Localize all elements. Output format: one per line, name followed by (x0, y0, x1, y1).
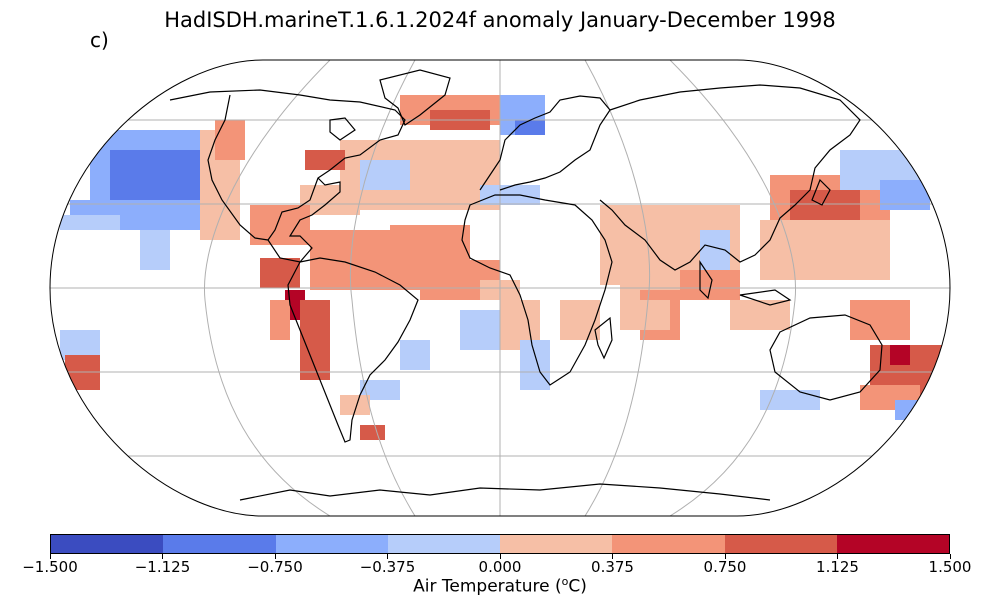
anomaly-cell (60, 215, 120, 230)
anomaly-cell (760, 390, 820, 410)
colorbar-segment (612, 535, 725, 553)
anomaly-cell (360, 425, 385, 440)
anomaly-cell (305, 150, 345, 170)
anomaly-cell (895, 400, 925, 420)
colorbar-tick (612, 554, 613, 559)
colorbar-segment (387, 535, 500, 553)
world-map (49, 59, 951, 517)
colorbar-tick-label: 1.125 (816, 558, 859, 576)
colorbar-tick (49, 554, 51, 559)
colorbar-tick-label: −0.750 (247, 558, 303, 576)
colorbar-segment (275, 535, 388, 553)
anomaly-cell (390, 225, 470, 265)
colorbar-tick (949, 554, 951, 559)
anomaly-cells (60, 95, 950, 440)
anomaly-cell (760, 220, 890, 280)
anomaly-cell (730, 300, 790, 330)
colorbar-tick (274, 554, 276, 559)
colorbar-tick (499, 554, 501, 559)
colorbar (50, 534, 950, 554)
anomaly-cell (215, 120, 245, 160)
anomaly-cell (360, 160, 410, 190)
colorbar-title-prefix: Air Temperature ( (413, 576, 562, 597)
colorbar-title: Air Temperature (oC) (0, 575, 1000, 597)
colorbar-tick-label: −1.125 (134, 558, 191, 576)
anomaly-cell (520, 340, 550, 390)
colorbar-segment (163, 535, 276, 553)
anomaly-cell (560, 300, 600, 340)
panel-label: c) (90, 28, 109, 52)
colorbar-segment (836, 535, 949, 553)
anomaly-cell (850, 300, 910, 340)
colorbar-tick (724, 554, 726, 559)
anomaly-cell (270, 300, 290, 340)
colorbar-ticks (0, 554, 1000, 564)
colorbar-tick (837, 554, 838, 559)
colorbar-tick-label: −0.375 (359, 558, 416, 576)
colorbar-segment (724, 535, 837, 553)
globe-outline (49, 59, 951, 517)
anomaly-cell (340, 395, 370, 415)
graticule (50, 60, 950, 516)
anomaly-cell (400, 340, 430, 370)
colorbar-tick-label: 0.750 (703, 558, 747, 576)
map-title: HadISDH.marineT.1.6.1.2024f anomaly Janu… (164, 8, 836, 32)
anomaly-cell (680, 270, 740, 300)
anomaly-cell (140, 230, 170, 270)
colorbar-tick-label: 1.500 (928, 558, 972, 576)
colorbar-segment (500, 535, 613, 553)
coastlines (169, 69, 883, 501)
anomaly-cell (110, 150, 200, 200)
colorbar-tick (162, 554, 163, 559)
anomaly-cell (890, 345, 910, 365)
anomaly-cell (515, 120, 545, 135)
colorbar-title-sup: o (561, 575, 569, 588)
colorbar-tick-label: 0.375 (591, 558, 634, 576)
anomaly-cell (880, 180, 930, 210)
colorbar-tick-label: −1.500 (22, 558, 78, 576)
colorbar-segment (51, 535, 164, 553)
colorbar-tick-label: 0.000 (478, 558, 522, 576)
anomaly-cell (260, 258, 300, 288)
colorbar-tick (387, 554, 388, 559)
colorbar-title-suffix: C) (568, 576, 587, 597)
